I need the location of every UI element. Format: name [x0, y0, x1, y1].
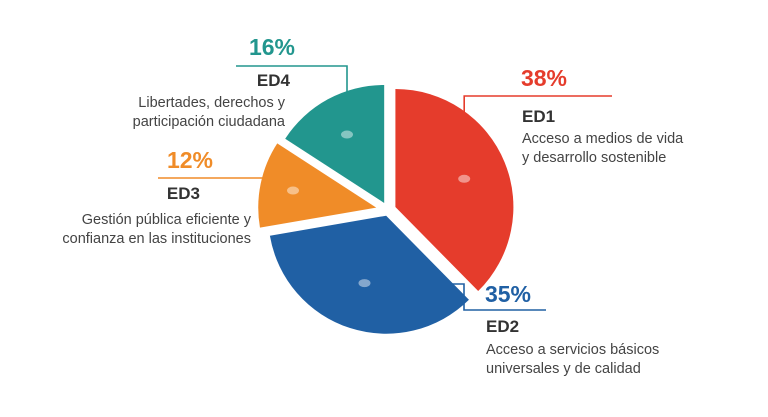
- slice-desc-ed3-line2: confianza en las instituciones: [62, 231, 251, 247]
- slice-desc-ed2-line1: Acceso a servicios básicos: [486, 342, 659, 358]
- slice-marker-dot-ed2: [358, 279, 371, 288]
- leader-line-ed2: [363, 283, 546, 311]
- leader-lines: [158, 65, 612, 311]
- slice-percent-ed2: 35%: [485, 281, 531, 307]
- leader-line-ed1: [463, 95, 612, 179]
- slice-desc-ed1-line1: Acceso a medios de vida: [522, 131, 684, 147]
- slice-marker-dot-ed1: [458, 174, 471, 183]
- slice-code-ed4: ED4: [257, 71, 291, 90]
- slice-desc-ed4-line1: Libertades, derechos y: [138, 95, 285, 111]
- slice-marker-dot-ed4: [341, 130, 354, 139]
- pie-slice-ed1: [395, 88, 514, 292]
- slice-percent-ed4: 16%: [249, 34, 295, 60]
- slice-desc-ed1-line2: y desarrollo sostenible: [522, 150, 666, 166]
- pie-slice-ed3: [258, 143, 377, 228]
- leader-line-ed3: [158, 177, 294, 191]
- pie-slices: [258, 84, 514, 334]
- slice-desc-ed3-line1: Gestión pública eficiente y: [82, 212, 252, 228]
- slice-code-ed3: ED3: [167, 184, 200, 203]
- pie-slice-ed4: [285, 84, 385, 203]
- slice-code-ed2: ED2: [486, 317, 519, 336]
- slice-desc-ed4-line2: participación ciudadana: [133, 114, 286, 130]
- slice-code-ed1: ED1: [522, 107, 555, 126]
- slice-percent-ed1: 38%: [521, 65, 567, 91]
- slice-marker-dot-ed3: [287, 186, 300, 195]
- leader-line-ed4: [236, 65, 348, 135]
- slice-desc-ed2-line2: universales y de calidad: [486, 361, 641, 377]
- slice-percent-ed3: 12%: [167, 147, 213, 173]
- pie-slice-ed2: [269, 215, 469, 334]
